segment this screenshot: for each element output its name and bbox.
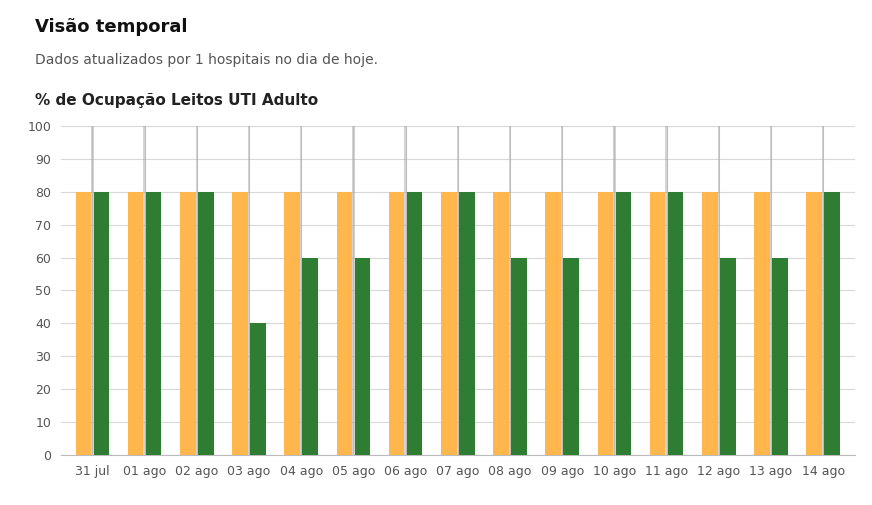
Bar: [198, 192, 214, 454]
Bar: [494, 192, 509, 454]
Bar: [773, 258, 788, 454]
Bar: [702, 192, 718, 454]
Bar: [93, 192, 109, 454]
Bar: [405, 126, 406, 454]
Bar: [127, 192, 143, 454]
Bar: [616, 192, 631, 454]
Bar: [146, 192, 161, 454]
Bar: [511, 258, 527, 454]
Bar: [250, 323, 266, 454]
Text: Visão temporal: Visão temporal: [35, 18, 187, 36]
Bar: [822, 126, 824, 454]
Bar: [457, 126, 459, 454]
Bar: [300, 126, 303, 454]
Bar: [92, 126, 93, 454]
Bar: [545, 192, 561, 454]
Bar: [406, 192, 422, 454]
Bar: [597, 192, 613, 454]
Bar: [613, 126, 616, 454]
Bar: [441, 192, 457, 454]
Bar: [232, 192, 248, 454]
Text: % de Ocupação Leitos UTI Adulto: % de Ocupação Leitos UTI Adulto: [35, 93, 318, 109]
Bar: [665, 126, 668, 454]
Bar: [459, 192, 474, 454]
Bar: [807, 192, 822, 454]
Bar: [284, 192, 300, 454]
Bar: [824, 192, 840, 454]
Bar: [668, 192, 684, 454]
Bar: [352, 126, 355, 454]
Bar: [355, 258, 371, 454]
Bar: [563, 258, 579, 454]
Bar: [195, 126, 198, 454]
Bar: [180, 192, 195, 454]
Bar: [770, 126, 773, 454]
Bar: [248, 126, 250, 454]
Bar: [720, 258, 736, 454]
Text: Dados atualizados por 1 hospitais no dia de hoje.: Dados atualizados por 1 hospitais no dia…: [35, 53, 378, 67]
Bar: [754, 192, 770, 454]
Bar: [389, 192, 405, 454]
Bar: [337, 192, 352, 454]
Bar: [509, 126, 511, 454]
Bar: [718, 126, 720, 454]
Bar: [76, 192, 92, 454]
Bar: [650, 192, 665, 454]
Bar: [143, 126, 146, 454]
Bar: [561, 126, 563, 454]
Bar: [303, 258, 318, 454]
